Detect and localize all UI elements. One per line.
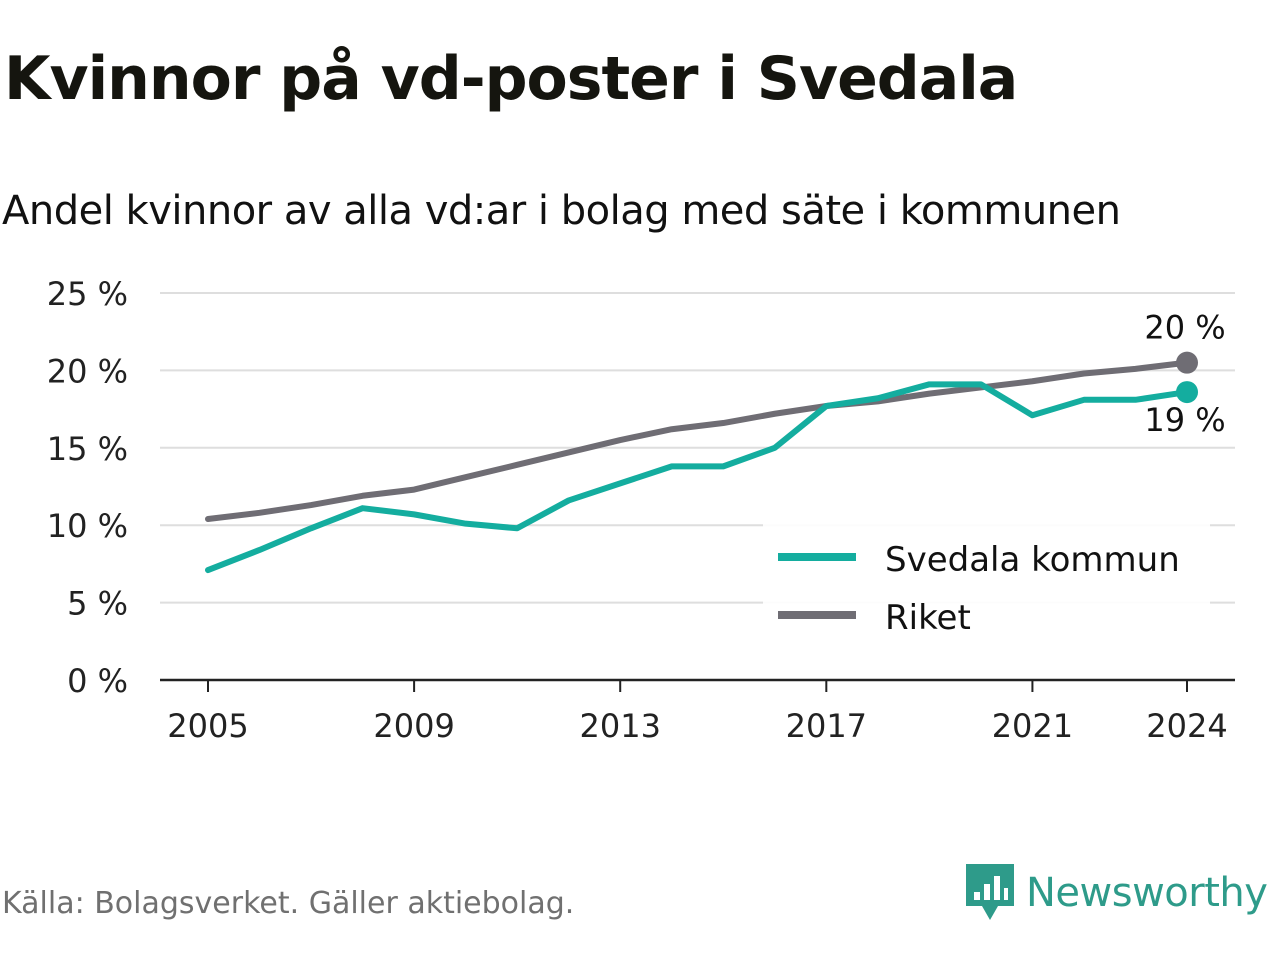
legend-label: Riket	[885, 598, 971, 638]
x-tick-label: 2024	[1146, 707, 1227, 745]
y-tick-label: 15 %	[47, 430, 128, 468]
y-tick-label: 10 %	[47, 507, 128, 545]
source-note: Källa: Bolagsverket. Gäller aktiebolag.	[2, 886, 575, 921]
x-tick-label: 2017	[786, 707, 867, 745]
brand-name: Newsworthy	[1026, 870, 1268, 916]
x-tick-label: 2009	[373, 707, 454, 745]
end-marker-riket	[1176, 351, 1198, 374]
legend-label: Svedala kommun	[885, 540, 1180, 580]
brand-logo: Newsworthy	[964, 862, 1268, 924]
series-line-svedala	[205, 381, 1190, 574]
y-tick-label: 5 %	[67, 585, 128, 623]
end-marker-svedala	[1176, 381, 1198, 404]
x-tick-label: 2013	[579, 707, 660, 745]
end-label-svedala: 19 %	[1144, 401, 1225, 439]
newsworthy-logo-icon	[966, 864, 1014, 920]
x-tick-label: 2005	[167, 707, 248, 745]
chart-title: Kvinnor på vd-poster i Svedala	[4, 44, 1018, 114]
y-tick-label: 20 %	[47, 352, 128, 390]
series-line-riket	[205, 359, 1190, 523]
end-label-riket: 20 %	[1144, 309, 1225, 347]
y-tick-label: 0 %	[67, 662, 128, 700]
x-tick-label: 2021	[992, 707, 1073, 745]
chart-subtitle: Andel kvinnor av alla vd:ar i bolag med …	[2, 188, 1121, 234]
y-tick-label: 25 %	[47, 275, 128, 313]
